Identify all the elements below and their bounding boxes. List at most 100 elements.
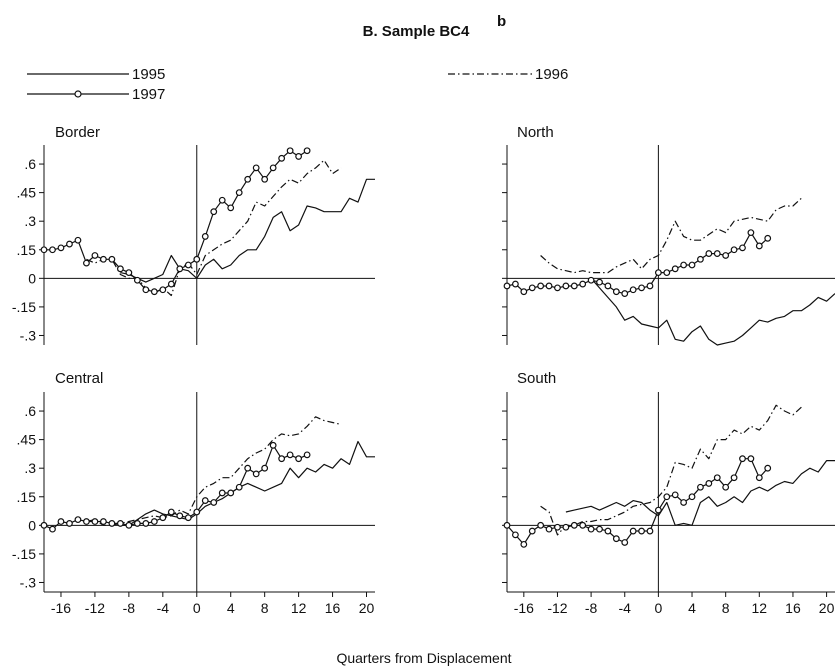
series-line-1995 [120, 440, 375, 526]
series-point-1997 [629, 527, 637, 535]
series-point-1997 [295, 455, 303, 463]
series-point-1997 [133, 276, 141, 284]
series-point-1997 [663, 269, 671, 277]
x-tick-label: 20 [359, 600, 375, 616]
series-point-1997 [244, 175, 252, 183]
series-point-1997 [705, 250, 713, 257]
panel-central: Central .6 .45 .3 .15 0 -.15 -.3 -16 -12 -8 -4 0 4 8 1… [12, 370, 375, 616]
series-point-1997 [545, 282, 553, 290]
series-point-1997 [680, 261, 688, 269]
series-point-1997 [133, 520, 141, 527]
series-point-1997 [579, 521, 587, 529]
series-point-1997 [604, 527, 612, 535]
series-point-1997 [705, 480, 713, 487]
series-point-1997 [49, 246, 56, 254]
series-point-1997 [663, 493, 671, 501]
series-point-1997 [638, 527, 645, 535]
series-line-1997 [44, 150, 308, 293]
x-tick-label: -4 [157, 600, 170, 616]
series-point-1997 [227, 204, 235, 212]
series-point-1997 [116, 265, 124, 273]
series-point-1997 [57, 244, 65, 252]
series-point-1997 [201, 497, 209, 504]
x-axis-label: Quarters from Displacement [336, 650, 511, 666]
series-point-1997 [159, 514, 167, 522]
legend-marker-1997 [74, 90, 82, 98]
panel-title: Central [55, 370, 103, 387]
series-point-1997 [218, 489, 226, 497]
series-point-1997 [150, 518, 158, 525]
x-tick-label: -8 [585, 600, 598, 616]
y-tick-label: -.3 [20, 327, 37, 343]
series-line-1996 [540, 197, 802, 274]
series-point-1997 [176, 512, 184, 520]
series-point-1997 [193, 255, 201, 263]
series-point-1997 [688, 261, 696, 269]
x-tick-label: 4 [227, 600, 235, 616]
series-point-1997 [176, 265, 184, 273]
series-point-1997 [100, 255, 107, 263]
x-tick-label: 20 [819, 600, 835, 616]
legend-label-1995: 1995 [132, 66, 165, 83]
series-point-1997 [244, 464, 252, 472]
series-point-1997 [654, 506, 662, 514]
series-point-1997 [579, 280, 587, 288]
series-point-1997 [537, 521, 545, 529]
series-point-1997 [227, 489, 235, 497]
series-point-1997 [739, 455, 746, 463]
series-point-1997 [83, 518, 90, 525]
series-point-1997 [159, 286, 167, 294]
series-point-1997 [621, 539, 629, 546]
series-point-1997 [596, 278, 603, 286]
y-tick-label: .15 [17, 242, 37, 258]
series-point-1997 [49, 525, 56, 533]
series-point-1997 [520, 288, 528, 296]
series-point-1997 [621, 290, 629, 297]
x-tick-label: 16 [785, 600, 801, 616]
series-point-1997 [612, 288, 620, 296]
series-point-1997 [295, 153, 303, 160]
series-point-1997 [713, 474, 721, 482]
panel-title: Border [55, 124, 100, 141]
series-point-1997 [503, 521, 511, 529]
series-point-1997 [512, 531, 519, 539]
y-tick-label: 0 [28, 270, 36, 286]
panel-south: South -16 -12 -8 -4 0 4 8 12 16 20 [502, 370, 835, 616]
y-tick-label: .45 [17, 185, 37, 201]
x-tick-label: -16 [514, 600, 534, 616]
series-point-1997 [739, 244, 746, 252]
series-point-1997 [697, 483, 704, 491]
series-point-1997 [587, 525, 595, 533]
series-point-1997 [554, 284, 561, 292]
x-tick-label: -16 [51, 600, 71, 616]
x-tick-label: 8 [722, 600, 730, 616]
series-point-1997 [167, 280, 175, 288]
series-point-1997 [646, 527, 654, 535]
series-line-1995 [120, 178, 375, 283]
series-point-1997 [40, 246, 48, 254]
series-point-1997 [125, 521, 133, 529]
series-point-1997 [74, 236, 82, 244]
series-point-1997 [150, 288, 158, 296]
x-tick-label: 4 [688, 600, 696, 616]
series-point-1997 [252, 164, 260, 172]
series-point-1997 [116, 520, 124, 527]
series-point-1997 [596, 525, 603, 533]
series-point-1997 [562, 282, 570, 290]
series-point-1997 [108, 520, 116, 527]
series-point-1997 [142, 286, 150, 294]
series-line-1995 [565, 460, 835, 526]
series-point-1997 [764, 464, 772, 472]
series-point-1997 [40, 521, 48, 529]
series-point-1997 [730, 474, 738, 482]
series-point-1997 [167, 508, 175, 516]
legend-label-1997: 1997 [132, 86, 165, 103]
series-point-1997 [545, 525, 553, 533]
x-tick-label: 12 [752, 600, 768, 616]
series-point-1997 [286, 147, 294, 155]
series-line-1996 [86, 416, 342, 526]
x-tick-label: -4 [619, 600, 632, 616]
series-point-1997 [528, 527, 536, 535]
series-point-1997 [66, 520, 73, 527]
